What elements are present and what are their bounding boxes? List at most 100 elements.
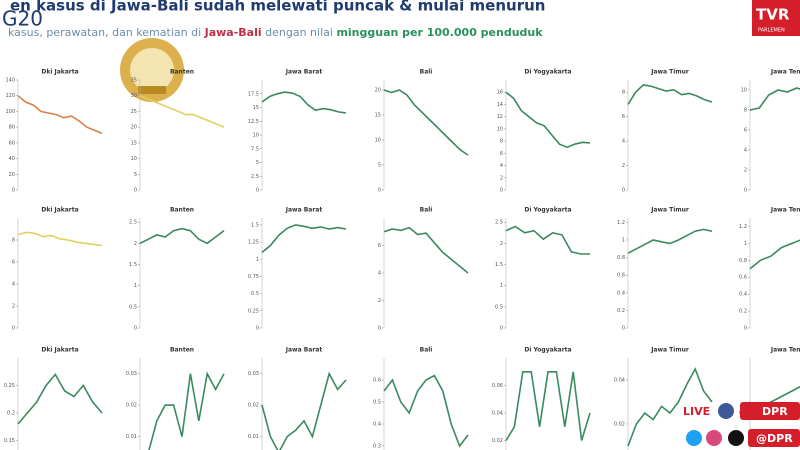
panel-title: Dki Jakarta: [41, 347, 78, 354]
series-line: [505, 91, 591, 149]
series-line: [261, 91, 347, 114]
y-tick-label: 35: [131, 78, 137, 84]
y-tick-label: 30: [131, 93, 137, 99]
y-tick-label: 0.5: [129, 304, 137, 310]
y-tick-label: 12.5: [248, 119, 259, 125]
y-tick-label: 2: [134, 241, 137, 247]
y-tick-label: 10: [131, 156, 137, 162]
panel: Di Yogyakarta 0 0.5 1 1.5 2 2.5: [495, 207, 590, 332]
tvr-logo: TVR PARLEMEN: [752, 0, 800, 36]
y-tick-label: 6: [622, 114, 625, 120]
y-tick-label: 0.04: [614, 378, 625, 384]
y-tick-label: 0.8: [617, 255, 625, 261]
series-line: [148, 371, 225, 450]
panel: Di Yogyakarta 0 2 4 6 8 10 12 14 16: [497, 69, 591, 194]
series-line: [627, 367, 713, 447]
subtitle: kasus, perawatan, dan kematian di Jawa-B…: [8, 26, 543, 39]
y-tick-label: 8: [12, 238, 15, 244]
handle: @DPR: [756, 432, 793, 445]
y-tick-label: 1.5: [495, 262, 503, 268]
panel: Bali 0.3 0.4 0.5 0.6: [373, 347, 469, 450]
y-tick-label: 0.03: [126, 371, 137, 377]
panel: Jawa Barat 0 2.5 5 7.5 10 12.5 15 17.5: [248, 69, 347, 194]
y-tick-label: 1.5: [251, 222, 259, 228]
panel: Jawa Tengah 0 2 4 6 8 10: [741, 69, 800, 194]
panel: Jawa Barat 0.01 0.02 0.03: [248, 347, 347, 450]
panel-title: Banten: [170, 69, 194, 76]
y-tick-label: 2: [378, 298, 381, 304]
y-tick-label: 0: [256, 188, 259, 194]
y-tick-label: 10: [375, 138, 381, 144]
series-line: [139, 227, 225, 245]
y-tick-label: 0.5: [251, 291, 259, 297]
y-tick-label: 0.4: [373, 422, 381, 428]
panel-title: Jawa Timur: [650, 69, 689, 76]
y-tick-label: 10: [741, 88, 747, 94]
y-tick-label: 6: [12, 260, 15, 266]
y-tick-label: 0: [134, 326, 137, 332]
y-tick-label: 1.25: [248, 240, 259, 246]
subtitle-part: Jawa-Bali: [204, 26, 262, 39]
panel: Jawa Timur 0 0.2 0.4 0.6 0.8 1 1.2: [617, 207, 713, 332]
panel-title: Jawa Tengah: [770, 207, 800, 214]
y-tick-label: 2.5: [251, 174, 259, 180]
y-tick-label: 0: [622, 188, 625, 194]
y-tick-label: 120: [5, 93, 15, 99]
y-tick-label: 0: [500, 326, 503, 332]
y-tick-label: 4: [378, 271, 381, 277]
y-tick-label: 2: [500, 241, 503, 247]
series-line: [261, 371, 347, 450]
y-tick-label: 0.75: [248, 274, 259, 280]
subtitle-part: mingguan per 100.000 penduduk: [336, 26, 543, 39]
panel: Dki Jakarta 0 2 4 6 8: [12, 207, 103, 332]
y-tick-label: 0.01: [248, 434, 259, 440]
y-tick-label: 0.4: [617, 290, 625, 296]
series-line: [627, 84, 713, 105]
tvr-sub: PARLEMEN: [758, 28, 785, 34]
y-tick-label: 0.6: [617, 273, 625, 279]
y-tick-label: 0: [744, 188, 747, 194]
subtitle-part: dengan nilai: [262, 26, 337, 39]
y-tick-label: 4: [622, 139, 625, 145]
y-tick-label: 0.02: [126, 403, 137, 409]
panel: Bali 0 5 10 15 20: [375, 69, 469, 194]
tvr-text: TVR: [756, 6, 790, 24]
y-tick-label: 12: [497, 114, 503, 120]
y-tick-label: 0: [256, 326, 259, 332]
y-tick-label: 0.2: [739, 309, 747, 315]
y-tick-label: 4: [12, 282, 15, 288]
series-line: [749, 87, 800, 111]
y-tick-label: 0.6: [739, 275, 747, 281]
panel-title: Jawa Barat: [285, 207, 323, 214]
series-line: [627, 228, 713, 254]
y-tick-label: 0.15: [4, 438, 15, 444]
social-overlay: LIVE DPR @DPR: [683, 402, 800, 447]
panel-title: Bali: [420, 207, 433, 214]
y-tick-label: 5: [134, 172, 137, 178]
series-line: [505, 370, 591, 441]
series-line: [139, 94, 225, 128]
y-tick-label: 5: [378, 163, 381, 169]
panel-title: Di Yogyakarta: [524, 207, 571, 214]
panel-title: Jawa Barat: [285, 69, 323, 76]
series-line: [261, 224, 347, 254]
y-tick-label: 8: [500, 139, 503, 145]
y-tick-label: 0: [134, 188, 137, 194]
panel: Jawa Barat 0 0.25 0.5 0.75 1 1.25 1.5: [248, 207, 347, 332]
y-tick-label: 20: [9, 172, 15, 178]
y-tick-label: 0.04: [492, 411, 503, 417]
panel-title: Banten: [170, 207, 194, 214]
y-tick-label: 7.5: [251, 146, 259, 152]
y-tick-label: 2: [500, 175, 503, 181]
y-tick-label: 2: [622, 163, 625, 169]
y-tick-label: 140: [5, 78, 15, 84]
y-tick-label: 0: [622, 326, 625, 332]
series-line: [505, 225, 590, 255]
panel-title: Jawa Timur: [650, 347, 689, 354]
series-line: [17, 231, 103, 247]
panel: Di Yogyakarta 0.02 0.04 0.06: [492, 347, 591, 450]
y-tick-label: 0.3: [373, 444, 381, 450]
series-line: [749, 239, 800, 270]
